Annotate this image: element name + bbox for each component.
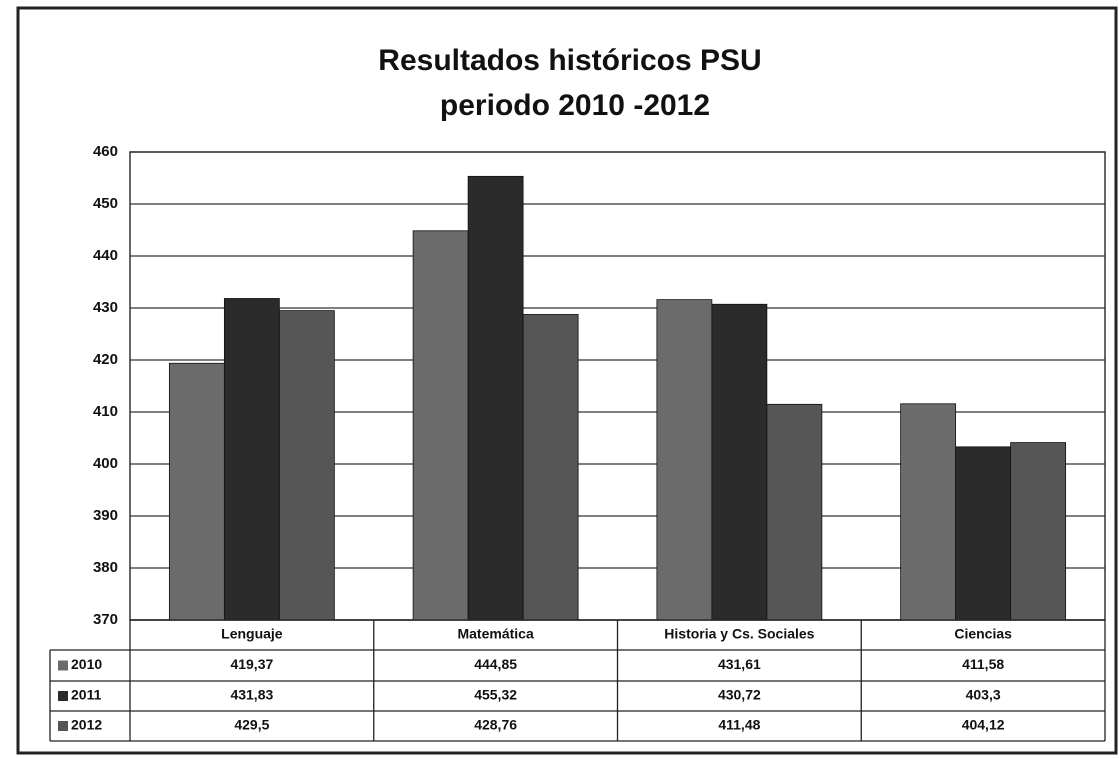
table-value: 404,12 bbox=[962, 717, 1005, 733]
table-value: 429,5 bbox=[234, 717, 269, 733]
y-tick-label: 370 bbox=[93, 611, 118, 628]
table-value: 411,58 bbox=[962, 656, 1004, 672]
table-value: 428,76 bbox=[474, 717, 517, 733]
table-value: 431,61 bbox=[718, 656, 761, 672]
legend-label: 2011 bbox=[71, 687, 102, 703]
table-value: 431,83 bbox=[230, 687, 273, 703]
chart-title: Resultados históricos PSU bbox=[378, 44, 761, 77]
bar bbox=[223, 298, 280, 621]
legend-label: 2012 bbox=[71, 717, 102, 733]
y-tick-label: 420 bbox=[93, 351, 118, 368]
bar bbox=[278, 310, 335, 621]
x-tick-label: Lenguaje bbox=[221, 626, 283, 642]
chart-subtitle: periodo 2010 -2012 bbox=[440, 89, 710, 122]
bar bbox=[955, 446, 1012, 621]
bar bbox=[412, 230, 469, 621]
x-tick-label: Matemática bbox=[457, 626, 533, 642]
bar bbox=[656, 299, 713, 621]
table-value: 403,3 bbox=[966, 687, 1001, 703]
y-tick-label: 380 bbox=[93, 559, 118, 576]
legend-label: 2010 bbox=[71, 656, 102, 672]
table-value: 455,32 bbox=[474, 687, 517, 703]
legend-swatch bbox=[58, 691, 68, 701]
legend-swatch bbox=[58, 660, 68, 671]
y-tick-label: 390 bbox=[93, 507, 118, 524]
bar bbox=[711, 303, 768, 621]
legend-swatch bbox=[58, 721, 68, 731]
table-value: 444,85 bbox=[474, 656, 517, 672]
y-tick-label: 430 bbox=[93, 299, 118, 316]
y-tick-label: 400 bbox=[93, 455, 118, 472]
table-value: 419,37 bbox=[230, 656, 273, 672]
y-tick-label: 410 bbox=[93, 403, 118, 420]
table-value: 430,72 bbox=[718, 687, 761, 703]
y-tick-label: 450 bbox=[93, 195, 118, 212]
bar bbox=[467, 175, 524, 621]
table-value: 411,48 bbox=[718, 717, 760, 733]
x-tick-label: Ciencias bbox=[954, 626, 1012, 642]
bar bbox=[168, 362, 225, 621]
y-tick-label: 460 bbox=[93, 143, 118, 160]
bar bbox=[1010, 442, 1067, 621]
bar bbox=[522, 314, 579, 621]
bar bbox=[900, 403, 957, 621]
bar bbox=[766, 403, 823, 621]
y-tick-label: 440 bbox=[93, 247, 118, 264]
x-tick-label: Historia y Cs. Sociales bbox=[664, 626, 814, 642]
